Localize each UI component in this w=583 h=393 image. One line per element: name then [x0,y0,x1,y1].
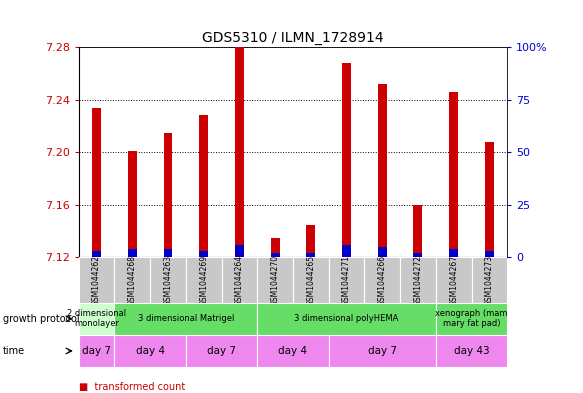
Bar [79,303,114,335]
Text: GSM1044269: GSM1044269 [199,254,208,306]
Text: GSM1044262: GSM1044262 [92,255,101,305]
Bar [485,251,494,257]
Bar [436,335,507,367]
Bar [436,257,472,303]
Bar [436,303,507,335]
Text: day 7: day 7 [207,346,236,356]
Text: day 43: day 43 [454,346,489,356]
Text: day 7: day 7 [82,346,111,356]
Text: GSM1044265: GSM1044265 [306,254,315,306]
Bar [306,224,315,257]
Text: day 4: day 4 [279,346,307,356]
Text: xenograph (mam
mary fat pad): xenograph (mam mary fat pad) [436,309,508,329]
Bar [163,132,173,257]
Text: 3 dimensional Matrigel: 3 dimensional Matrigel [138,314,234,323]
Bar [186,335,257,367]
Bar [449,92,458,257]
Text: day 4: day 4 [136,346,164,356]
Text: GSM1044263: GSM1044263 [163,254,173,306]
Text: growth protocol: growth protocol [3,314,79,324]
Text: GSM1044272: GSM1044272 [413,255,423,305]
Text: GSM1044267: GSM1044267 [449,254,458,306]
Bar [235,47,244,257]
Bar [150,257,186,303]
Bar [128,249,137,257]
Bar [329,335,436,367]
Bar [342,245,351,257]
Text: GSM1044266: GSM1044266 [378,254,387,306]
Bar [293,257,329,303]
Bar [79,257,114,303]
Bar [364,257,400,303]
Bar [257,335,329,367]
Bar [114,303,257,335]
Bar [114,257,150,303]
Bar [329,257,364,303]
Text: GSM1044270: GSM1044270 [271,254,280,306]
Bar [306,253,315,257]
Bar [449,249,458,257]
Bar [485,142,494,257]
Bar [199,251,208,257]
Bar [413,205,423,257]
Bar [235,245,244,257]
Bar [413,253,423,257]
Bar [114,335,186,367]
Bar [378,84,387,257]
Bar [271,253,280,257]
Text: GSM1044264: GSM1044264 [235,254,244,306]
Bar [400,257,436,303]
Bar [128,151,137,257]
Bar [342,63,351,257]
Bar [271,238,280,257]
Bar [163,249,173,257]
Bar [472,257,507,303]
Text: ■  transformed count: ■ transformed count [79,382,185,393]
Text: GSM1044271: GSM1044271 [342,255,351,305]
Text: 2 dimensional
monolayer: 2 dimensional monolayer [67,309,126,329]
Bar [257,257,293,303]
Bar [79,335,114,367]
Bar [186,257,222,303]
Text: time: time [3,346,25,356]
Text: day 7: day 7 [368,346,396,356]
Bar [199,116,208,257]
Bar [92,108,101,257]
Text: 3 dimensional polyHEMA: 3 dimensional polyHEMA [294,314,399,323]
Text: GSM1044268: GSM1044268 [128,255,137,305]
Bar [222,257,257,303]
Text: GSM1044273: GSM1044273 [485,254,494,306]
Bar [92,251,101,257]
Title: GDS5310 / ILMN_1728914: GDS5310 / ILMN_1728914 [202,31,384,45]
Bar [257,303,436,335]
Bar [378,247,387,257]
